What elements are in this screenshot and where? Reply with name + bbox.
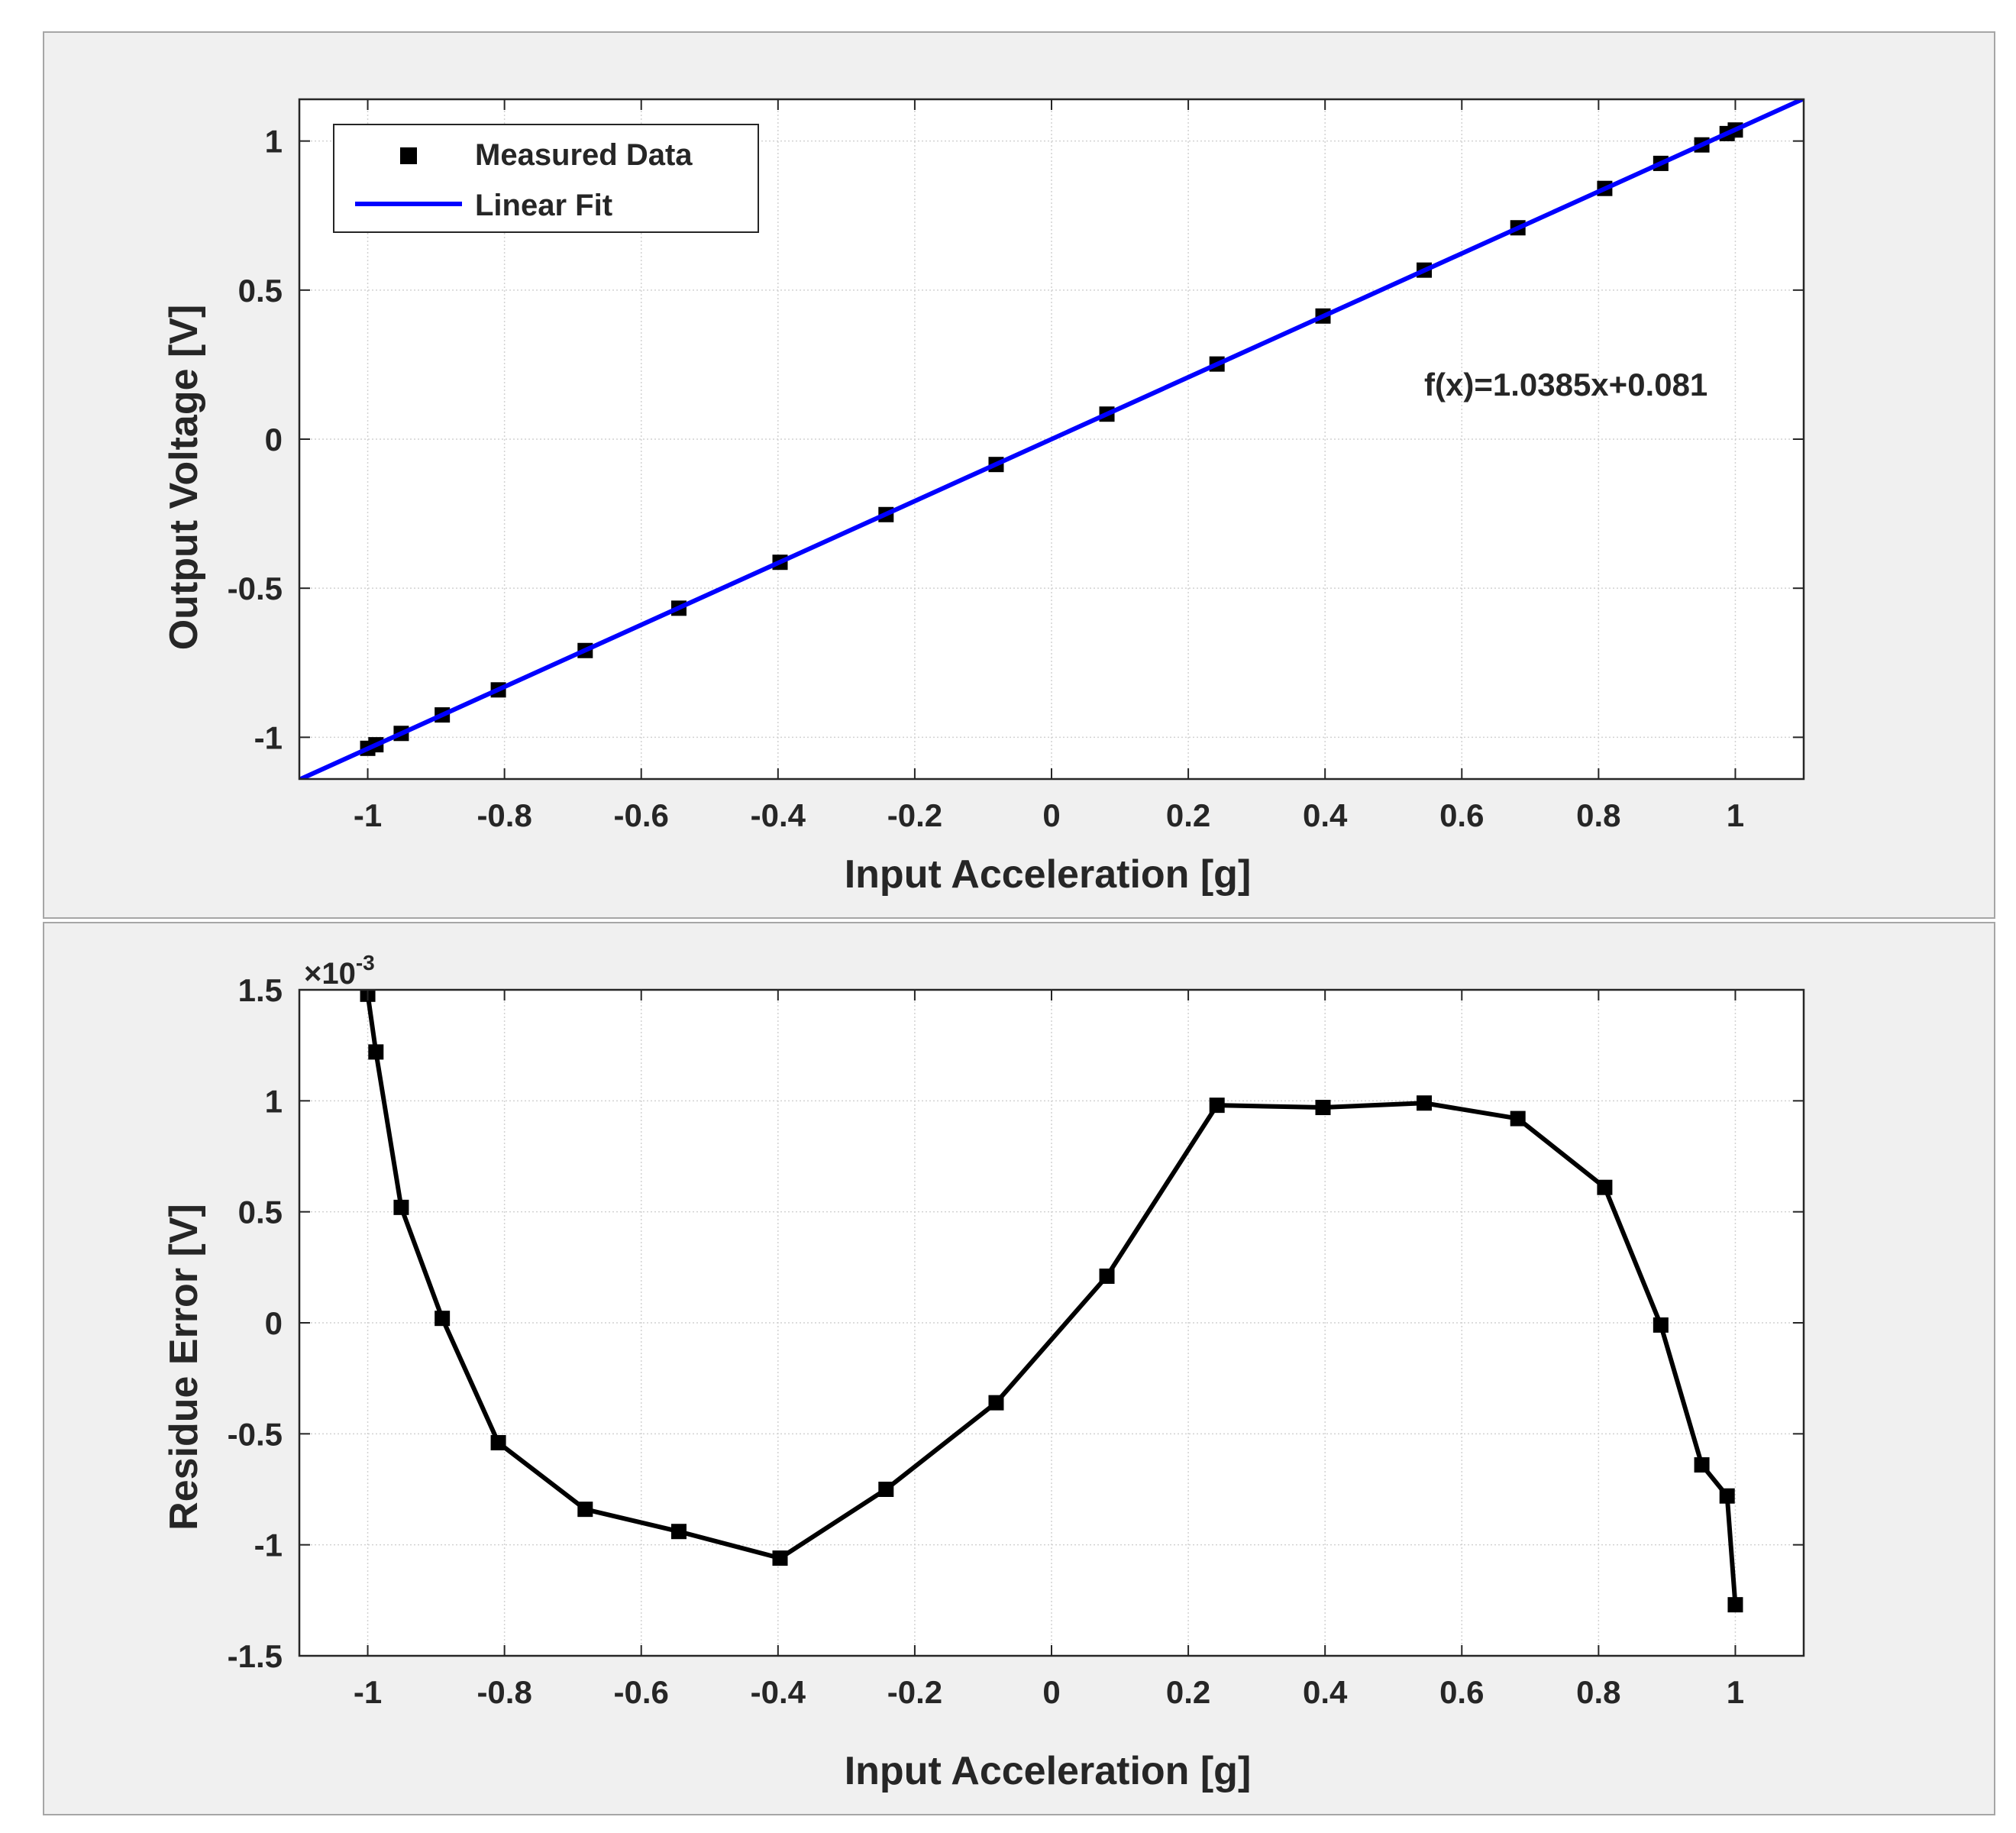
residue-data-point <box>1315 1100 1331 1116</box>
top-x-tick-label: -1 <box>354 797 382 833</box>
residue-data-point <box>878 1482 894 1497</box>
residue-data-point <box>1694 1457 1710 1473</box>
bottom-y-tick-label: 0 <box>265 1305 283 1341</box>
residue-data-point <box>1597 1179 1613 1195</box>
residue-data-point <box>1417 1095 1433 1111</box>
bottom-panel: -1 -0.8 -0.6 -0.4 -0.2 0 0.2 0.4 0.6 0.8 1 -1.5 -1 -0… <box>43 922 1995 1815</box>
top-y-tick-label: 1 <box>265 124 283 160</box>
top-y-tick-label: 0 <box>265 422 283 457</box>
bottom-data <box>360 990 1743 1613</box>
top-x-tick-label: 0 <box>1042 797 1060 833</box>
residue-data-point <box>435 1311 451 1327</box>
bottom-x-tick-label: 0 <box>1042 1674 1060 1710</box>
residue-data-point <box>1719 1488 1735 1504</box>
top-legend: Measured Data Linear Fit <box>333 124 759 233</box>
top-y-tick-label: -0.5 <box>228 571 283 606</box>
top-x-tick-label: 0.6 <box>1439 797 1484 833</box>
bottom-x-tick-label: -0.4 <box>751 1674 806 1710</box>
bottom-x-tick-label: 0.2 <box>1166 1674 1210 1710</box>
residue-data-point <box>577 1502 593 1518</box>
bottom-y-axis-label: Residue Error [V] <box>162 1204 206 1531</box>
y-exponent-label: ×10-3 <box>304 951 375 991</box>
top-x-tick-label: -0.4 <box>751 797 806 833</box>
top-x-tick-label: -0.2 <box>887 797 942 833</box>
top-data <box>299 99 1804 779</box>
bottom-y-tick-label: 1 <box>265 1083 283 1119</box>
residue-data-point <box>490 1434 506 1450</box>
bottom-x-tick-label: -0.8 <box>477 1674 531 1710</box>
top-x-tick-label: -0.8 <box>477 797 531 833</box>
top-x-tick-label: 1 <box>1727 797 1744 833</box>
residue-error-line <box>365 994 1738 1605</box>
residue-data-point <box>1727 1597 1743 1613</box>
bottom-x-tick-label: 0.4 <box>1303 1674 1348 1710</box>
bottom-x-tick-label: 0.6 <box>1439 1674 1484 1710</box>
bottom-axes: -1 -0.8 -0.6 -0.4 -0.2 0 0.2 0.4 0.6 0.8 1 -1.5 -1 -0… <box>228 972 1805 1710</box>
top-y-tick-label: 0.5 <box>238 273 283 309</box>
residue-data-point <box>1099 1268 1115 1284</box>
residue-data-point <box>393 1199 409 1215</box>
top-panel: -1 -0.8 -0.6 -0.4 -0.2 0 0.2 0.4 0.6 0.8 1 -1 -0.5 0 0… <box>43 31 1995 919</box>
top-y-tick-label: -1 <box>254 719 283 755</box>
legend-marker-square <box>400 147 417 164</box>
linear-fit-line-overlay <box>299 99 1804 779</box>
residue-data-point <box>1209 1098 1225 1114</box>
top-x-tick-label: -0.6 <box>614 797 669 833</box>
top-x-tick-label: 0.2 <box>1166 797 1210 833</box>
fit-equation-annotation: f(x)=1.0385x+0.081 <box>1424 367 1707 402</box>
top-x-tick-label: 0.4 <box>1303 797 1348 833</box>
legend-box <box>333 124 759 233</box>
bottom-y-tick-label: 0.5 <box>238 1195 283 1230</box>
bottom-x-tick-label: -1 <box>354 1674 382 1710</box>
bottom-x-tick-label: -0.2 <box>887 1674 942 1710</box>
top-x-axis-label: Input Acceleration [g] <box>845 852 1252 897</box>
bottom-y-tick-label: -1 <box>254 1528 283 1563</box>
top-x-tick-label: 0.8 <box>1576 797 1620 833</box>
residue-data-point <box>1510 1110 1526 1127</box>
legend-label-measured: Measured Data <box>475 138 693 172</box>
bottom-x-axis-label: Input Acceleration [g] <box>845 1749 1252 1793</box>
top-y-axis-label: Output Voltage [V] <box>162 305 206 651</box>
bottom-x-tick-label: -0.6 <box>614 1674 669 1710</box>
residue-data-point <box>368 1044 384 1060</box>
bottom-y-tick-label: 1.5 <box>238 972 283 1008</box>
residue-data-point <box>772 1550 788 1566</box>
residue-data-point <box>670 1524 687 1540</box>
bottom-x-tick-label: 1 <box>1727 1674 1744 1710</box>
legend-label-fit: Linear Fit <box>475 189 612 222</box>
bottom-y-tick-label: -1.5 <box>228 1638 283 1674</box>
residue-data-point <box>1653 1317 1669 1333</box>
bottom-x-tick-label: 0.8 <box>1576 1674 1620 1710</box>
bottom-y-tick-label: -0.5 <box>228 1416 283 1452</box>
residue-data-point <box>988 1395 1004 1411</box>
top-axes: -1 -0.8 -0.6 -0.4 -0.2 0 0.2 0.4 0.6 0.8 1 -1 -0.5 0 0… <box>228 98 1805 833</box>
